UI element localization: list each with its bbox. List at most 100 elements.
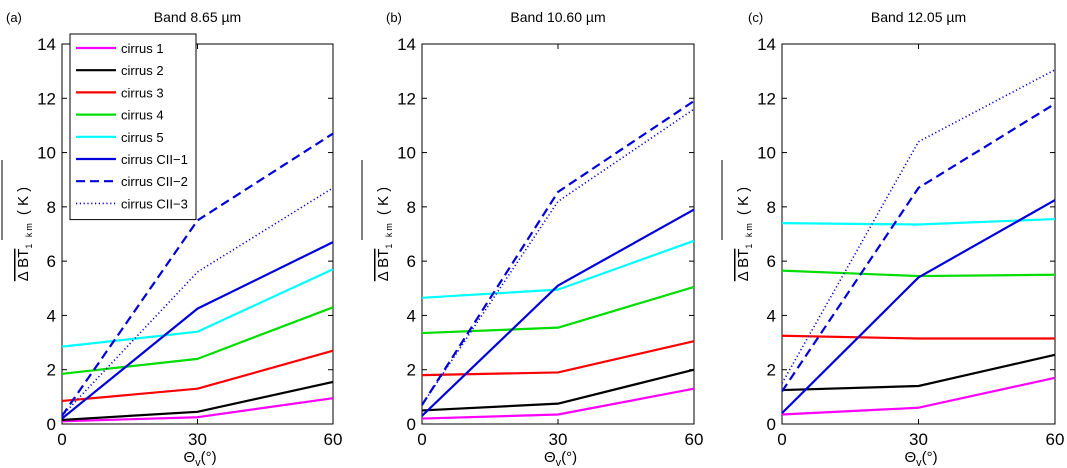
x-tick-label: 30	[909, 430, 928, 449]
y-axis-label: Δ BT1 km ( K )	[15, 187, 34, 281]
legend: cirrus 1 cirrus 2 cirrus 3 cirrus 4 cirrus 5…	[69, 33, 197, 221]
y-axis-label-unit: ( K )	[15, 187, 32, 215]
x-axis-label: Θv(°)	[905, 449, 938, 468]
series-line-5	[781, 199, 1056, 414]
panel-label: (b)	[386, 10, 402, 25]
chart-panel-1: (b) Band 10.60 µm 0 2 4 6 8 10 12 14 0 30 60 Θv(°) Δ B…	[361, 9, 704, 468]
y-axis-label-quantity: Δ BT	[15, 249, 32, 282]
series-line-7	[781, 69, 1056, 384]
y-tick-label: 14	[37, 35, 56, 54]
y-axis-label-subscript: 1 km	[24, 221, 34, 249]
x-axis-label-symbol: Θ	[184, 449, 196, 466]
y-tick-label: 8	[47, 198, 56, 217]
x-axis-label-subscript: v	[556, 457, 562, 468]
x-axis-label-symbol: Θ	[544, 449, 556, 466]
series-line-2	[781, 334, 1055, 340]
series-line-1	[61, 380, 334, 422]
y-tick-label: 0	[407, 415, 416, 434]
y-axis-label-unit: ( K )	[735, 187, 752, 215]
axes-frame	[421, 43, 695, 425]
y-tick-label: 8	[767, 198, 776, 217]
panel-label: (a)	[6, 10, 22, 25]
y-tick-label: 2	[47, 361, 56, 380]
series-line-0	[421, 387, 695, 420]
series-line-1	[781, 353, 1056, 392]
x-axis-label-unit: (°)	[201, 449, 217, 466]
x-axis-label-subscript: v	[916, 457, 922, 468]
series-line-3	[61, 306, 334, 375]
y-axis-label-unit: ( K )	[375, 187, 392, 215]
y-tick-label: 10	[37, 144, 56, 163]
y-tick-label: 2	[767, 361, 776, 380]
y-axis-label-quantity: Δ BT	[375, 249, 392, 282]
x-tick-label: 0	[777, 430, 786, 449]
series-line-3	[781, 269, 1056, 278]
y-tick-label: 6	[407, 252, 416, 271]
y-tick-label: 12	[397, 89, 416, 108]
series-line-4	[781, 217, 1056, 226]
x-tick-label: 30	[188, 430, 207, 449]
y-tick-label: 12	[757, 89, 776, 108]
series-line-0	[781, 376, 1056, 416]
x-axis-label: Θv(°)	[544, 449, 577, 468]
x-tick-label: 0	[57, 430, 66, 449]
y-axis-label-quantity: Δ BT	[735, 249, 752, 282]
y-axis-label: Δ BT1 km ( K )	[375, 187, 394, 281]
y-tick-label: 14	[757, 35, 776, 54]
legend-label-6: cirrus CII−2	[121, 174, 188, 189]
y-axis-label-subscript: 1 km	[384, 221, 394, 249]
y-tick-label: 14	[397, 35, 416, 54]
legend-label-3: cirrus 4	[121, 108, 164, 123]
legend-label-2: cirrus 3	[121, 85, 164, 100]
y-tick-label: 4	[407, 306, 416, 325]
y-tick-label: 0	[767, 415, 776, 434]
x-tick-label: 60	[324, 430, 343, 449]
y-tick-label: 10	[397, 144, 416, 163]
x-tick-label: 30	[549, 430, 568, 449]
series-line-5	[61, 241, 334, 420]
y-axis-label-subscript: 1 km	[744, 221, 754, 249]
legend-label-5: cirrus CII−1	[121, 152, 188, 167]
series-line-2	[421, 340, 695, 377]
chart-panel-2: (c) Band 12.05 µm 0 2 4 6 8 10 12 14 0 30 60 Θv(°) Δ B…	[721, 9, 1065, 468]
legend-label-0: cirrus 1	[121, 41, 164, 56]
series-line-2	[61, 349, 334, 403]
y-tick-label: 6	[767, 252, 776, 271]
legend-label-1: cirrus 2	[121, 63, 164, 78]
y-tick-label: 6	[47, 252, 56, 271]
series-line-5	[421, 208, 695, 417]
series-line-0	[61, 397, 334, 423]
series-line-6	[421, 100, 695, 406]
x-axis-label-unit: (°)	[561, 449, 577, 466]
y-tick-label: 10	[757, 144, 776, 163]
legend-box	[69, 33, 197, 221]
x-tick-label: 60	[685, 430, 704, 449]
y-tick-label: 12	[37, 89, 56, 108]
x-tick-label: 0	[417, 430, 426, 449]
series-line-7	[61, 187, 334, 417]
series-line-7	[421, 108, 695, 406]
x-tick-label: 60	[1046, 430, 1065, 449]
chart-title: Band 12.05 µm	[871, 9, 966, 25]
x-axis-label-symbol: Θ	[905, 449, 917, 466]
y-axis-label: Δ BT1 km ( K )	[735, 187, 754, 281]
y-tick-label: 2	[407, 361, 416, 380]
panel-label: (c)	[748, 10, 763, 25]
series-line-4	[421, 239, 695, 299]
legend-label-4: cirrus 5	[121, 130, 164, 145]
legend-label-7: cirrus CII−3	[121, 196, 188, 211]
series-line-3	[421, 285, 695, 335]
chart-title: Band 8.65 µm	[154, 9, 241, 25]
y-tick-label: 8	[407, 198, 416, 217]
series-line-6	[781, 102, 1056, 393]
x-axis-label: Θv(°)	[184, 449, 217, 468]
y-tick-label: 4	[47, 306, 56, 325]
x-axis-label-subscript: v	[195, 457, 201, 468]
x-axis-label-unit: (°)	[922, 449, 938, 466]
y-tick-label: 4	[767, 306, 776, 325]
y-tick-label: 0	[47, 415, 56, 434]
chart-panel-0: (a) Band 8.65 µm 0 2 4 6 8 10 12 14 0 30 60 Θv(°) Δ BT…	[1, 9, 343, 468]
series-line-4	[61, 268, 334, 348]
chart-title: Band 10.60 µm	[510, 9, 605, 25]
